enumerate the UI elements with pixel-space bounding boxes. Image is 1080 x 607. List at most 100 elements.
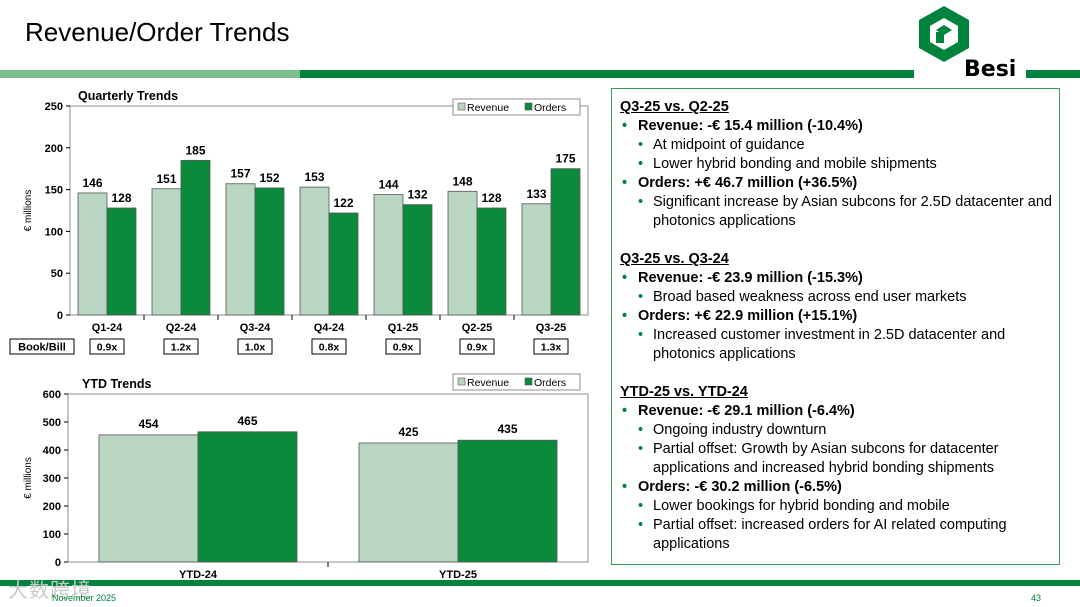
sub-bullet: Lower hybrid bonding and mobile shipment… [620, 155, 1059, 174]
orders-bar [254, 187, 285, 316]
revenue-bar [225, 183, 256, 316]
y-tick-label: 200 [45, 143, 63, 155]
footer-date: November 2025 [52, 593, 117, 603]
legend-box [452, 98, 581, 116]
book-bill-label-box [9, 338, 75, 355]
orders-value-label: 128 [481, 191, 501, 205]
book-bill-box [533, 338, 569, 355]
book-bill-label: Book/Bill [18, 342, 66, 354]
book-bill-value: 0.9x [467, 342, 488, 354]
book-bill-value: 0.9x [393, 342, 414, 354]
page-number: 43 [1031, 593, 1042, 603]
commentary-panel: Q3-25 vs. Q2-25 Revenue: -€ 15.4 million … [611, 88, 1060, 565]
main-bullet: Revenue: -€ 15.4 million (-10.4%) [620, 117, 1059, 136]
main-bullet: Revenue: -€ 23.9 million (-15.3%) [620, 269, 1059, 288]
orders-value-label: 152 [259, 171, 279, 185]
orders-value-label: 185 [185, 143, 205, 157]
revenue-value-label: 146 [82, 176, 102, 190]
legend-revenue-swatch [457, 377, 466, 386]
revenue-bar [299, 186, 330, 316]
section-heading: Q3-25 vs. Q3-24 [620, 251, 729, 267]
x-category-label: Q3-25 [536, 322, 567, 334]
legend-orders-label: Orders [534, 377, 566, 389]
legend-revenue-swatch [457, 102, 466, 111]
y-tick-label: 100 [45, 226, 63, 238]
orders-value-label: 122 [333, 196, 353, 210]
orders-bar [180, 159, 211, 316]
orders-bar [197, 431, 298, 563]
sub-bullet: Significant increase by Asian subcons fo… [620, 193, 1059, 231]
revenue-value-label: 454 [138, 417, 158, 431]
comparison-section: Q3-25 vs. Q2-25 Revenue: -€ 15.4 million … [620, 98, 1059, 231]
legend-revenue-label: Revenue [467, 377, 509, 389]
y-axis-label: € millions [23, 190, 34, 232]
revenue-bar [151, 188, 182, 316]
orders-bar [457, 439, 558, 563]
section-heading: Q3-25 vs. Q2-25 [620, 99, 729, 115]
book-bill-value: 1.3x [541, 342, 562, 354]
y-tick-label: 0 [55, 557, 61, 569]
book-bill-box [459, 338, 495, 355]
revenue-bar [358, 442, 459, 563]
sub-bullet: Lower bookings for hybrid bonding and mo… [620, 497, 1059, 516]
x-category-label: Q4-24 [314, 322, 345, 334]
book-bill-box [237, 338, 273, 355]
orders-bar [106, 207, 137, 316]
revenue-value-label: 144 [378, 178, 398, 192]
revenue-value-label: 151 [156, 172, 176, 186]
main-bullet: Orders: -€ 30.2 million (-6.5%) [620, 478, 1059, 497]
comparison-section: Q3-25 vs. Q3-24 Revenue: -€ 23.9 million … [620, 250, 1059, 364]
orders-value-label: 132 [407, 188, 427, 202]
revenue-value-label: 133 [526, 187, 546, 201]
sub-bullet: Partial offset: increased orders for AI … [620, 516, 1059, 554]
y-tick-label: 100 [43, 529, 61, 541]
sub-bullet: Broad based weakness across end user mar… [620, 288, 1059, 307]
legend-orders-label: Orders [534, 102, 566, 114]
legend-revenue-label: Revenue [467, 102, 509, 114]
x-category-label: YTD-25 [439, 569, 477, 581]
orders-bar [476, 207, 507, 316]
sub-bullet: Partial offset: Growth by Asian subcons … [620, 440, 1059, 478]
orders-value-label: 175 [555, 152, 575, 166]
y-tick-label: 200 [43, 501, 61, 513]
orders-value-label: 435 [497, 422, 517, 436]
revenue-bar [373, 194, 404, 316]
header-band [0, 70, 1080, 78]
main-bullet: Orders: +€ 46.7 million (+36.5%) [620, 174, 1059, 193]
book-bill-value: 1.0x [245, 342, 266, 354]
orders-bar [550, 168, 581, 316]
y-tick-label: 50 [51, 268, 63, 280]
chart-title: Quarterly Trends [78, 89, 178, 103]
y-axis-label: € millions [23, 457, 34, 499]
book-bill-value: 0.9x [97, 342, 118, 354]
revenue-value-label: 425 [398, 425, 418, 439]
y-tick-label: 150 [45, 185, 63, 197]
revenue-value-label: 148 [452, 174, 472, 188]
y-tick-label: 600 [43, 389, 61, 401]
revenue-bar [447, 190, 478, 316]
revenue-value-label: 153 [304, 170, 324, 184]
y-tick-label: 250 [45, 101, 63, 113]
revenue-bar [521, 203, 552, 316]
page-title: Revenue/Order Trends [25, 17, 290, 47]
book-bill-box [89, 338, 125, 355]
watermark: 大数跨境 [8, 580, 92, 602]
book-bill-value: 0.8x [319, 342, 340, 354]
y-tick-label: 400 [43, 445, 61, 457]
main-bullet: Revenue: -€ 29.1 million (-6.4%) [620, 402, 1059, 421]
besi-logo [914, 3, 1026, 81]
legend-orders-swatch [524, 377, 533, 386]
revenue-bar [77, 192, 108, 316]
orders-bar [402, 204, 433, 316]
footer-band [0, 580, 1080, 586]
orders-value-label: 465 [237, 414, 257, 428]
orders-bar [328, 212, 359, 316]
orders-value-label: 128 [111, 191, 131, 205]
sub-bullet: Increased customer investment in 2.5D da… [620, 326, 1059, 364]
y-tick-label: 500 [43, 417, 61, 429]
x-category-label: Q1-24 [92, 322, 123, 334]
comparison-section: YTD-25 vs. YTD-24 Revenue: -€ 29.1 millio… [620, 383, 1059, 554]
y-tick-label: 300 [43, 473, 61, 485]
chart-title: YTD Trends [82, 377, 152, 391]
revenue-bar [98, 434, 199, 563]
